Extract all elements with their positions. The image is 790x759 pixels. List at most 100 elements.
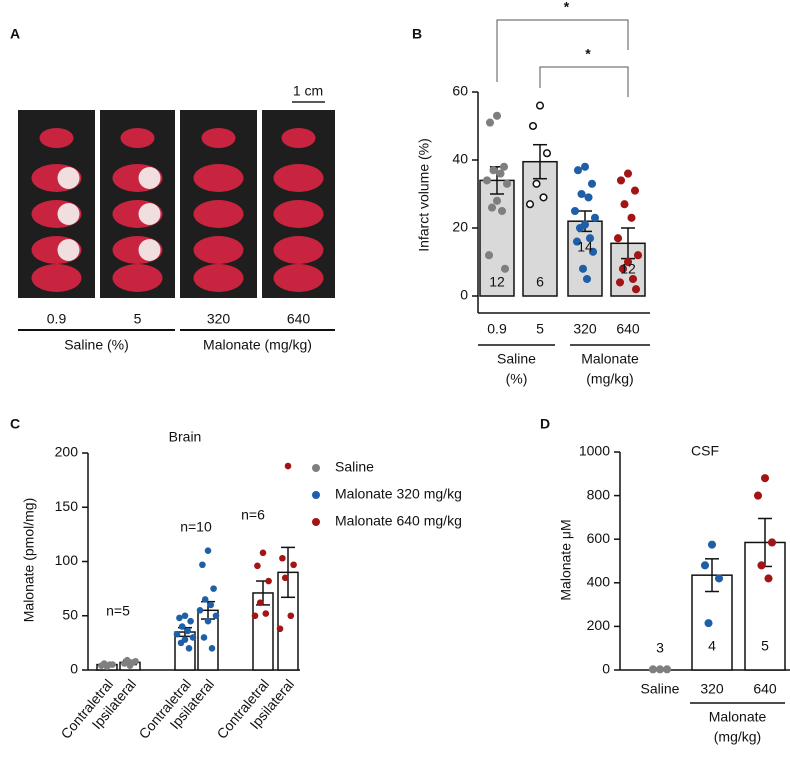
n-label: n=6 [241, 507, 265, 523]
data-point [276, 625, 284, 633]
data-point [262, 610, 270, 617]
data-point [623, 169, 633, 178]
data-point [588, 247, 598, 256]
data-point [655, 665, 665, 674]
data-point [573, 166, 583, 175]
y-tick-label: 40 [452, 151, 468, 167]
data-point [173, 630, 181, 638]
infarct [138, 203, 161, 225]
data-point [284, 462, 292, 470]
x-tick-label: Saline [641, 681, 680, 697]
brain-slice [112, 264, 163, 292]
n-label: 12 [489, 274, 505, 290]
x-tick-label: 640 [616, 321, 640, 337]
data-point [618, 264, 628, 273]
data-point [760, 474, 770, 483]
dose-label: 5 [134, 311, 142, 327]
data-point [525, 200, 535, 209]
data-point [290, 561, 297, 569]
data-point [499, 162, 509, 171]
data-point [106, 661, 114, 668]
y-tick-label: 600 [587, 530, 611, 546]
scale-bar-label: 1 cm [293, 83, 323, 99]
n-label: 4 [708, 638, 716, 654]
chart-title: CSF [691, 443, 719, 459]
legend-label: Saline [335, 459, 374, 475]
brain-slice [193, 164, 244, 192]
brain-slice [39, 128, 74, 148]
dose-label: 0.9 [47, 311, 67, 327]
data-point [185, 645, 193, 652]
y-tick-label: 60 [452, 83, 468, 99]
panel-label: A [10, 26, 20, 42]
significance-label: * [585, 46, 591, 62]
data-point [254, 562, 261, 570]
data-point [251, 612, 259, 620]
data-point [700, 561, 710, 570]
n-label: 12 [620, 261, 636, 277]
data-point [210, 585, 217, 592]
infarct [57, 167, 80, 189]
x-tick-label: 320 [700, 681, 724, 697]
data-point [585, 234, 595, 243]
group-unit: (%) [506, 371, 528, 387]
data-point [630, 186, 640, 195]
panel-label: C [10, 416, 20, 432]
x-tick-label: 5 [536, 321, 544, 337]
group-label: Malonate [709, 709, 767, 725]
y-tick-label: 50 [62, 606, 78, 622]
data-point [613, 234, 623, 243]
y-tick-label: 20 [452, 219, 468, 235]
x-tick-label: 320 [573, 321, 597, 337]
legend-marker [312, 491, 320, 499]
data-point [616, 176, 626, 185]
brain-slice [193, 264, 244, 292]
data-point [528, 121, 538, 131]
n-label: n=5 [106, 603, 130, 619]
panel-label: B [412, 26, 422, 42]
data-point [199, 561, 206, 569]
bar [567, 220, 603, 297]
group-unit: (mg/kg) [586, 371, 633, 387]
data-point [623, 257, 633, 267]
group-label: Saline [497, 351, 536, 367]
data-point [181, 612, 189, 620]
y-tick-label: 0 [602, 661, 610, 677]
data-point [662, 665, 672, 674]
infarct [57, 203, 80, 225]
n-label: 5 [761, 638, 769, 654]
data-point [177, 639, 185, 647]
legend-label: Malonate 320 mg/kg [335, 486, 462, 502]
data-point [572, 237, 582, 246]
data-point [256, 599, 264, 607]
data-point [627, 213, 636, 222]
data-point [207, 601, 215, 609]
data-point [279, 554, 286, 562]
brain-slice [273, 200, 324, 228]
data-point [631, 285, 641, 294]
n-label: n=10 [180, 519, 212, 535]
data-point [535, 101, 545, 110]
data-point [582, 274, 592, 284]
brain-slice [201, 128, 236, 148]
data-point [628, 274, 638, 284]
dose-label: 640 [287, 311, 311, 327]
n-label: 14 [577, 239, 593, 255]
data-point [620, 200, 629, 209]
data-point [532, 179, 541, 188]
brain-slice [31, 264, 82, 292]
data-point [196, 607, 204, 614]
significance-label: * [564, 0, 570, 15]
data-point [201, 596, 209, 603]
x-tick-label: 640 [753, 681, 777, 697]
y-tick-label: 0 [70, 661, 78, 677]
data-point [648, 665, 658, 674]
data-point [487, 203, 497, 212]
chart-title: Brain [169, 429, 202, 445]
significance-bracket [539, 66, 629, 97]
y-tick-label: 100 [55, 552, 79, 568]
x-tick-label: 0.9 [487, 321, 507, 337]
infarct [138, 239, 161, 261]
brain-slice [273, 236, 324, 264]
